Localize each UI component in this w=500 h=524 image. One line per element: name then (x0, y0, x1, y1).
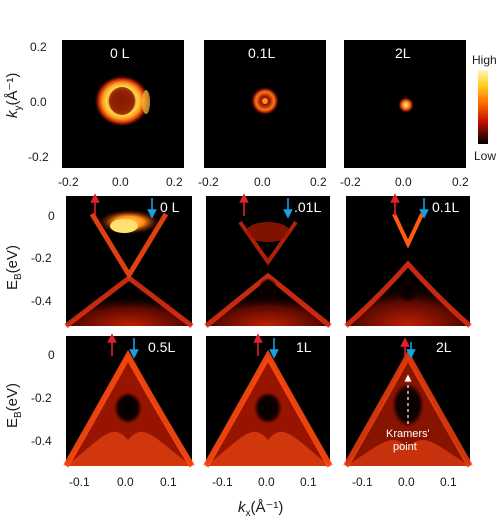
dispersion-panel-label: 2L (436, 339, 452, 355)
middle-y-axis-label: EB(eV) (4, 245, 24, 290)
bottom-y-tick: 0 (48, 348, 55, 362)
top-y-axis-label: ky(Å⁻¹) (4, 73, 24, 118)
top-x-tick: -0.2 (340, 175, 361, 189)
colorbar: High Low (472, 53, 497, 163)
fermi-panel-label: 0.1L (248, 45, 275, 61)
fermi-panel-label: 2L (395, 45, 411, 61)
bottom-x-tick: 0.1 (440, 475, 457, 489)
middle-y-tick: 0 (48, 209, 55, 223)
dispersion-panel-label: 0.5L (148, 339, 175, 355)
dispersion-panel-label: 0.1L (432, 199, 459, 215)
fermi-panel-label: 0 L (110, 45, 130, 61)
dispersion-panel-label: .01L (294, 199, 321, 215)
top-y-tick: 0.0 (30, 95, 47, 109)
dispersion-panel-label: 1L (296, 339, 312, 355)
fermi-panel-0L: 0 L (62, 40, 184, 168)
bottom-x-tick: 0.1 (300, 475, 317, 489)
top-y-tick: -0.2 (28, 150, 49, 164)
top-y-tick: 0.2 (30, 40, 47, 54)
dispersion-panel-1L: 1L (203, 333, 333, 468)
fermi-panel-2L: 2L (344, 40, 466, 168)
bottom-y-axis-label: EB(eV) (4, 383, 24, 428)
bottom-x-tick: 0.0 (398, 475, 415, 489)
kramers-point-label-line1: Kramers' (386, 428, 430, 440)
dispersion-panel-0.5L: 0.5L (63, 333, 195, 468)
top-x-tick: 0.0 (112, 175, 129, 189)
colorbar-gradient (478, 70, 488, 144)
top-x-tick: 0.2 (310, 175, 327, 189)
bottom-y-tick: -0.2 (31, 391, 52, 405)
middle-y-tick: -0.4 (31, 294, 52, 308)
colorbar-low-label: Low (474, 149, 496, 163)
top-x-tick: -0.2 (58, 175, 79, 189)
bottom-y-tick: -0.4 (31, 434, 52, 448)
colorbar-high-label: High (472, 53, 497, 67)
x-axis-label: kx(Å⁻¹) (238, 499, 283, 519)
top-x-tick: 0.2 (166, 175, 183, 189)
dispersion-panel-0L: 0 L (64, 193, 194, 328)
bottom-x-tick: -0.1 (69, 475, 90, 489)
top-x-tick: 0.0 (395, 175, 412, 189)
top-x-tick: -0.2 (198, 175, 219, 189)
bottom-x-tick: -0.1 (212, 475, 233, 489)
dispersion-panel-0.1L: 0.1L (344, 193, 472, 328)
bottom-x-tick: -0.1 (352, 475, 373, 489)
kramers-point-label-line2: point (393, 441, 417, 453)
fermi-panel-0.1L: 0.1L (204, 40, 326, 168)
middle-y-tick: -0.2 (31, 251, 52, 265)
top-x-tick: 0.2 (452, 175, 469, 189)
dispersion-panel-label: 0 L (160, 199, 180, 215)
dispersion-panel-.01L: .01L (204, 193, 332, 328)
dispersion-panel-2L: 2L Kramers' point (343, 336, 473, 468)
top-x-tick: 0.0 (254, 175, 271, 189)
bottom-x-tick: 0.0 (258, 475, 275, 489)
bottom-x-tick: 0.1 (160, 475, 177, 489)
bottom-x-tick: 0.0 (117, 475, 134, 489)
